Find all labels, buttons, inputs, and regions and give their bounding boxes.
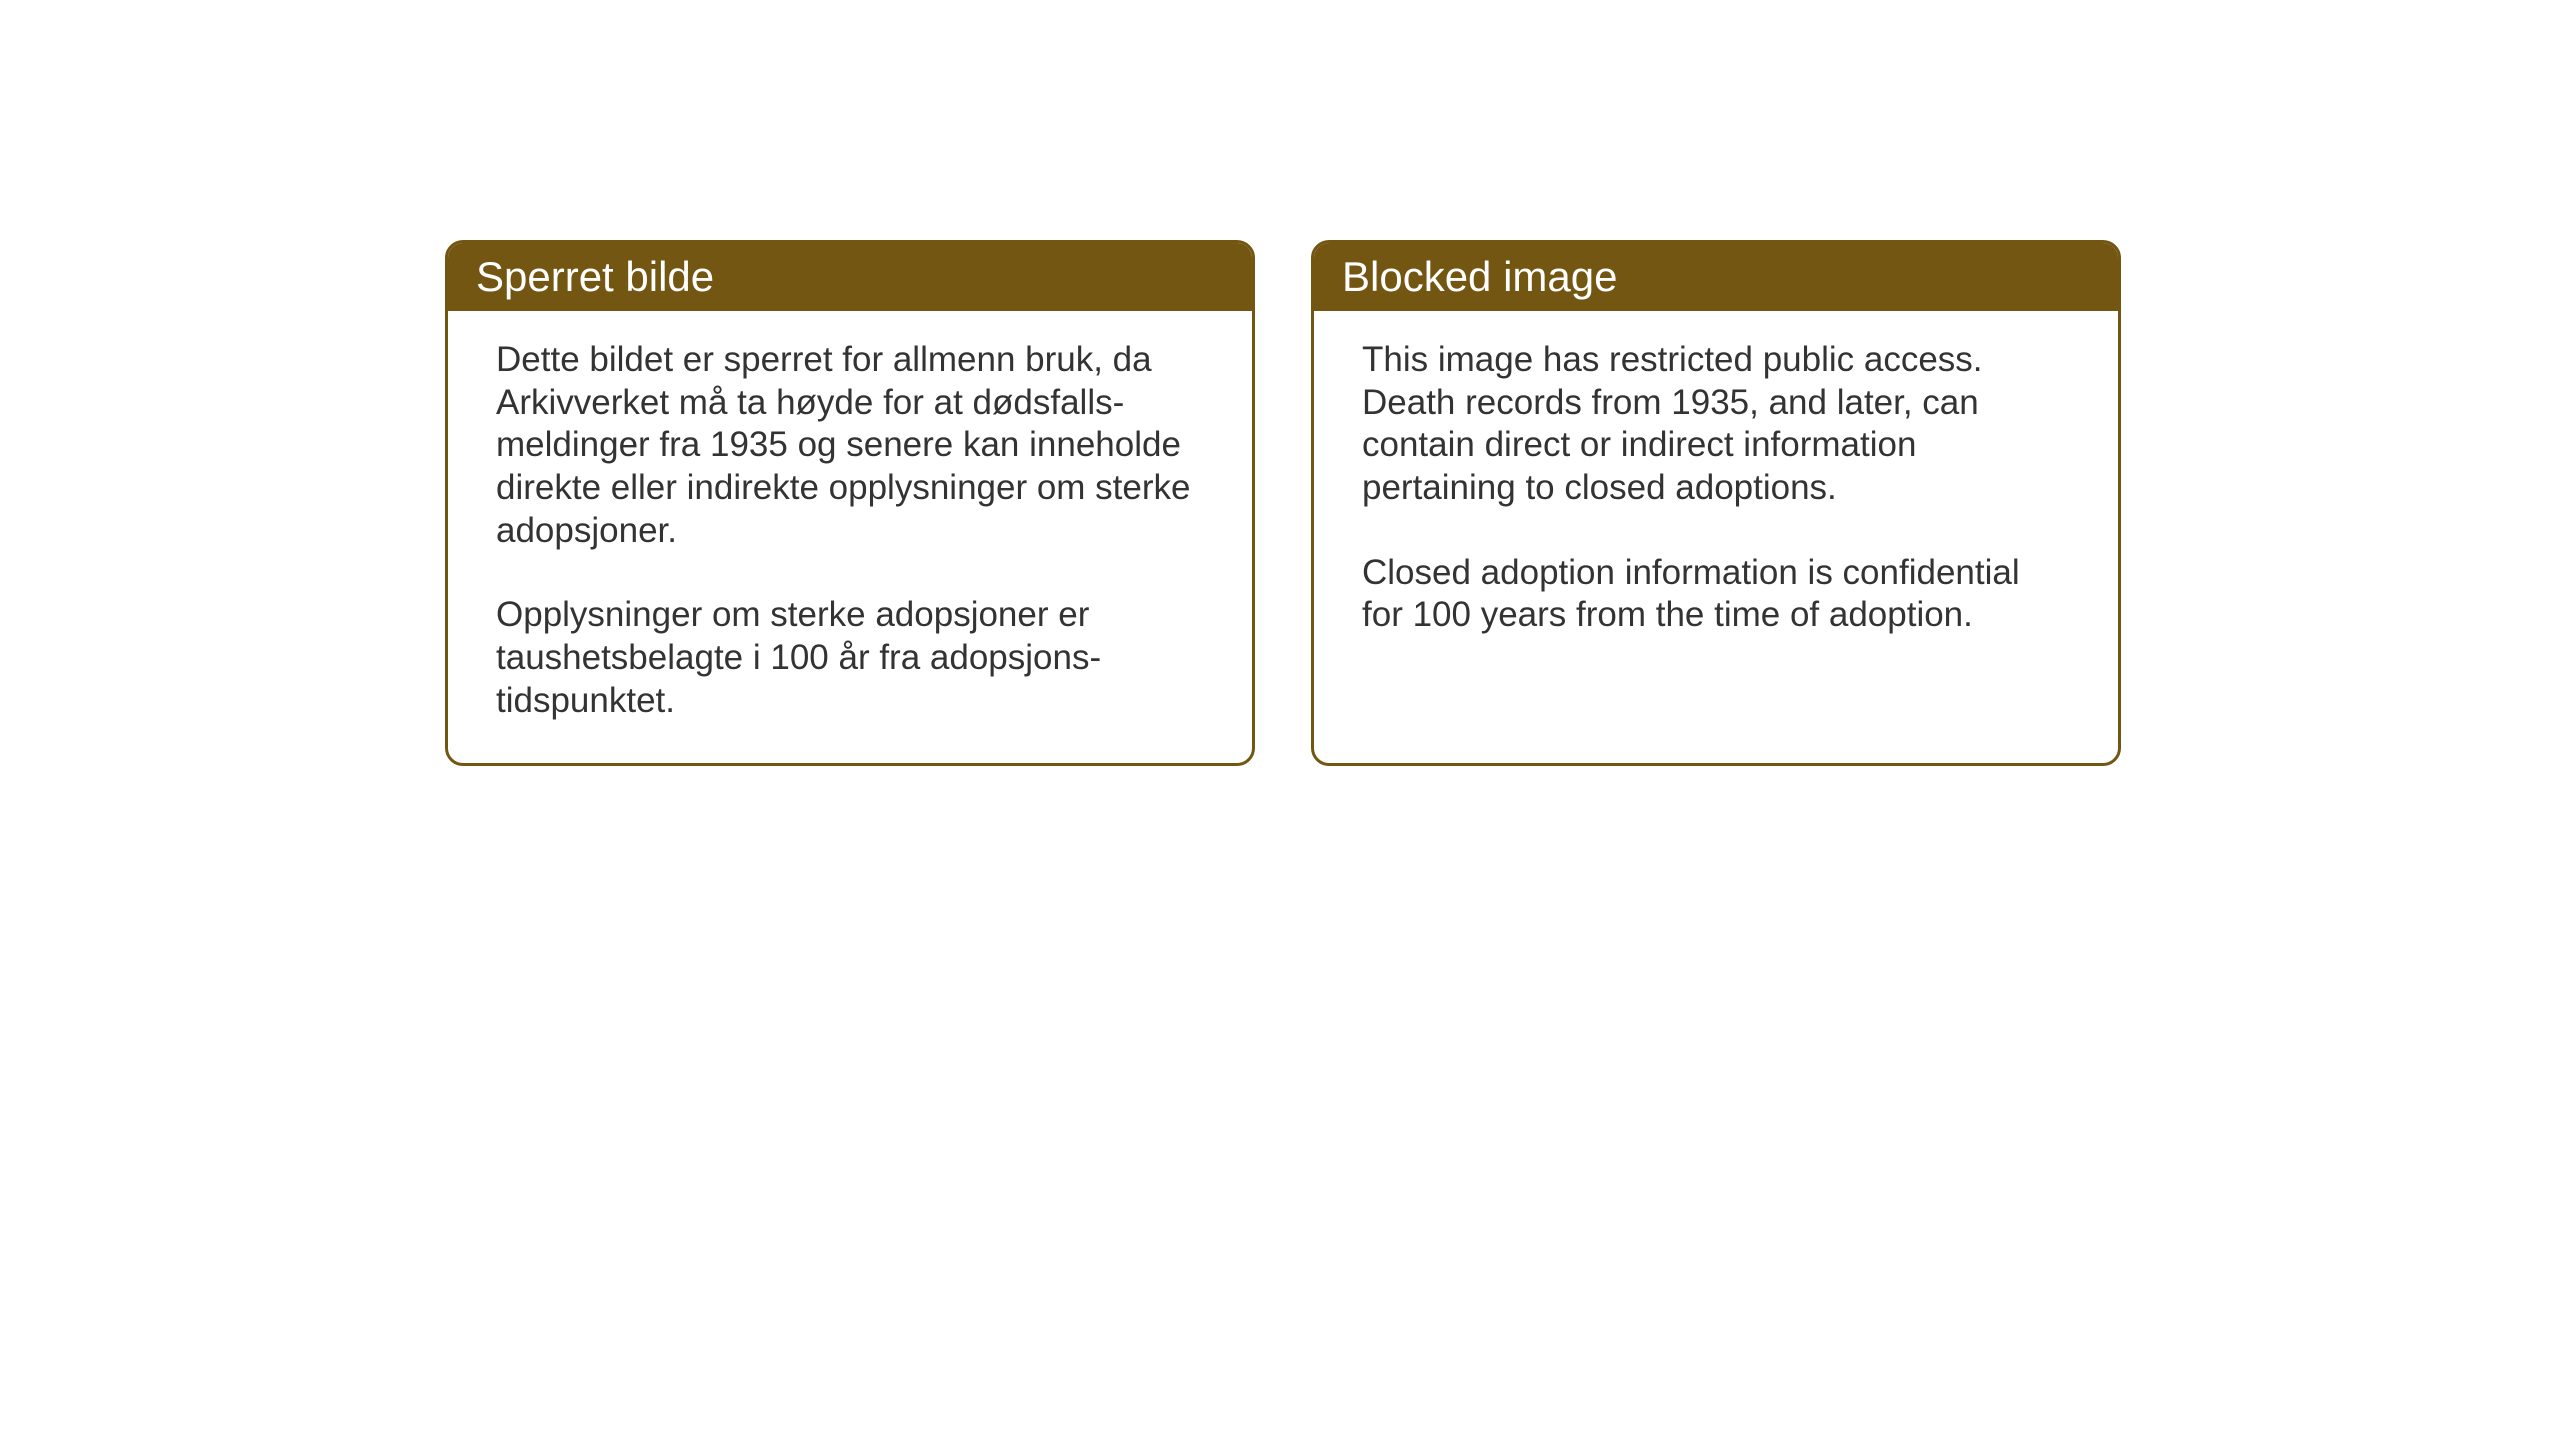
norwegian-card-header: Sperret bilde (448, 243, 1252, 311)
norwegian-card-title: Sperret bilde (476, 253, 714, 300)
norwegian-card-body: Dette bildet er sperret for allmenn bruk… (448, 311, 1252, 763)
notice-container: Sperret bilde Dette bildet er sperret fo… (445, 240, 2121, 766)
english-card-title: Blocked image (1342, 253, 1617, 300)
english-paragraph-2: Closed adoption information is confident… (1362, 552, 2070, 637)
norwegian-notice-card: Sperret bilde Dette bildet er sperret fo… (445, 240, 1255, 766)
norwegian-paragraph-2: Opplysninger om sterke adopsjoner er tau… (496, 594, 1204, 722)
english-card-body: This image has restricted public access.… (1314, 311, 2118, 677)
english-card-header: Blocked image (1314, 243, 2118, 311)
norwegian-paragraph-1: Dette bildet er sperret for allmenn bruk… (496, 339, 1204, 552)
english-notice-card: Blocked image This image has restricted … (1311, 240, 2121, 766)
english-paragraph-1: This image has restricted public access.… (1362, 339, 2070, 510)
